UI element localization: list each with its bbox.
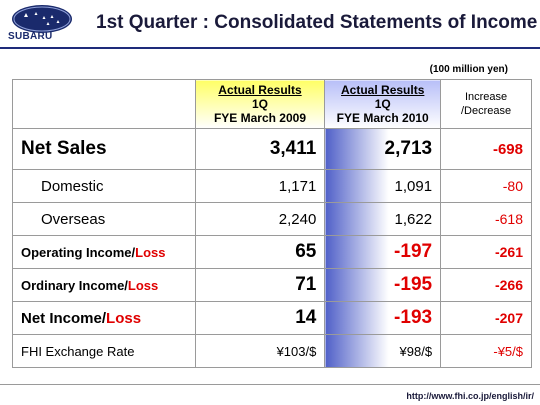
- value-2010: 1,091: [324, 169, 442, 203]
- header-2010-line3: FYE March 2010: [336, 111, 429, 125]
- row-label-main: Operating Income/: [21, 244, 136, 260]
- value-2010: -195: [324, 268, 442, 302]
- value-change: -207: [440, 301, 532, 335]
- row-label-loss: Loss: [127, 277, 159, 293]
- row-label-main: Net Income/: [21, 309, 107, 327]
- row-label-main: Ordinary Income/: [21, 277, 128, 293]
- value-2009: 71: [194, 268, 326, 302]
- header-fye-2009: Actual Results 1Q FYE March 2009: [194, 79, 326, 129]
- value-2010: 2,713: [324, 128, 442, 170]
- value-change: -618: [440, 202, 532, 236]
- header-fye-2010: Actual Results 1Q FYE March 2010: [324, 79, 442, 129]
- header-change-line1: Increase: [464, 91, 508, 103]
- value-2010: -197: [324, 235, 442, 269]
- header-2009-line3: FYE March 2009: [213, 111, 306, 125]
- unit-note: (100 million yen): [429, 64, 508, 75]
- row-label: Overseas: [12, 202, 196, 236]
- value-change: -80: [440, 169, 532, 203]
- table-row-net-income: Net Income/Loss 14 -193 -207: [12, 301, 532, 335]
- value-change: -698: [440, 128, 532, 170]
- header-2009-line1: Actual Results: [218, 83, 302, 97]
- footer-url-link[interactable]: http://www.fhi.co.jp/english/ir/: [406, 391, 534, 401]
- table-row-ordinary-income: Ordinary Income/Loss 71 -195 -266: [12, 268, 532, 302]
- value-2009: ¥103/$: [194, 334, 326, 368]
- value-change: -266: [440, 268, 532, 302]
- row-label: Net Sales: [12, 128, 196, 170]
- row-label: Net Income/Loss: [12, 301, 196, 335]
- header-change: Increase /Decrease: [440, 79, 532, 129]
- value-2010: ¥98/$: [324, 334, 442, 368]
- table-row-domestic: Domestic 1,171 1,091 -80: [12, 169, 532, 203]
- row-label-loss: Loss: [135, 244, 166, 260]
- value-change: -261: [440, 235, 532, 269]
- value-2009: 14: [194, 301, 326, 335]
- header-2009-line2: 1Q: [251, 97, 268, 111]
- subaru-logo-icon: [12, 5, 72, 33]
- page-title: 1st Quarter : Consolidated Statements of…: [96, 12, 538, 33]
- table-header-row: Actual Results 1Q FYE March 2009 Actual …: [12, 79, 532, 129]
- footer-rule: [0, 384, 540, 385]
- row-label: Domestic: [12, 169, 196, 203]
- header-blank-cell: [12, 79, 196, 129]
- table-row-net-sales: Net Sales 3,411 2,713 -698: [12, 128, 532, 170]
- row-label: Operating Income/Loss: [12, 235, 196, 269]
- value-2010: -193: [324, 301, 442, 335]
- row-label: Ordinary Income/Loss: [12, 268, 196, 302]
- income-statement-table: Actual Results 1Q FYE March 2009 Actual …: [12, 79, 532, 368]
- table-row-exchange-rate: FHI Exchange Rate ¥103/$ ¥98/$ -¥5/$: [12, 334, 532, 368]
- value-2009: 65: [194, 235, 326, 269]
- slide-header: SUBARU 1st Quarter : Consolidated Statem…: [0, 0, 540, 46]
- value-2009: 1,171: [194, 169, 326, 203]
- row-label: FHI Exchange Rate: [12, 334, 196, 368]
- table-row-overseas: Overseas 2,240 1,622 -618: [12, 202, 532, 236]
- table-row-operating-income: Operating Income/Loss 65 -197 -261: [12, 235, 532, 269]
- header-2010-line1: Actual Results: [341, 83, 425, 97]
- header-change-line2: /Decrease: [460, 105, 512, 117]
- header-2010-line2: 1Q: [374, 97, 391, 111]
- value-change: -¥5/$: [440, 334, 532, 368]
- logo-text: SUBARU: [8, 31, 53, 42]
- value-2009: 3,411: [194, 128, 326, 170]
- row-label-loss: Loss: [106, 309, 142, 327]
- value-2009: 2,240: [194, 202, 326, 236]
- value-2010: 1,622: [324, 202, 442, 236]
- header-rule: [0, 47, 540, 49]
